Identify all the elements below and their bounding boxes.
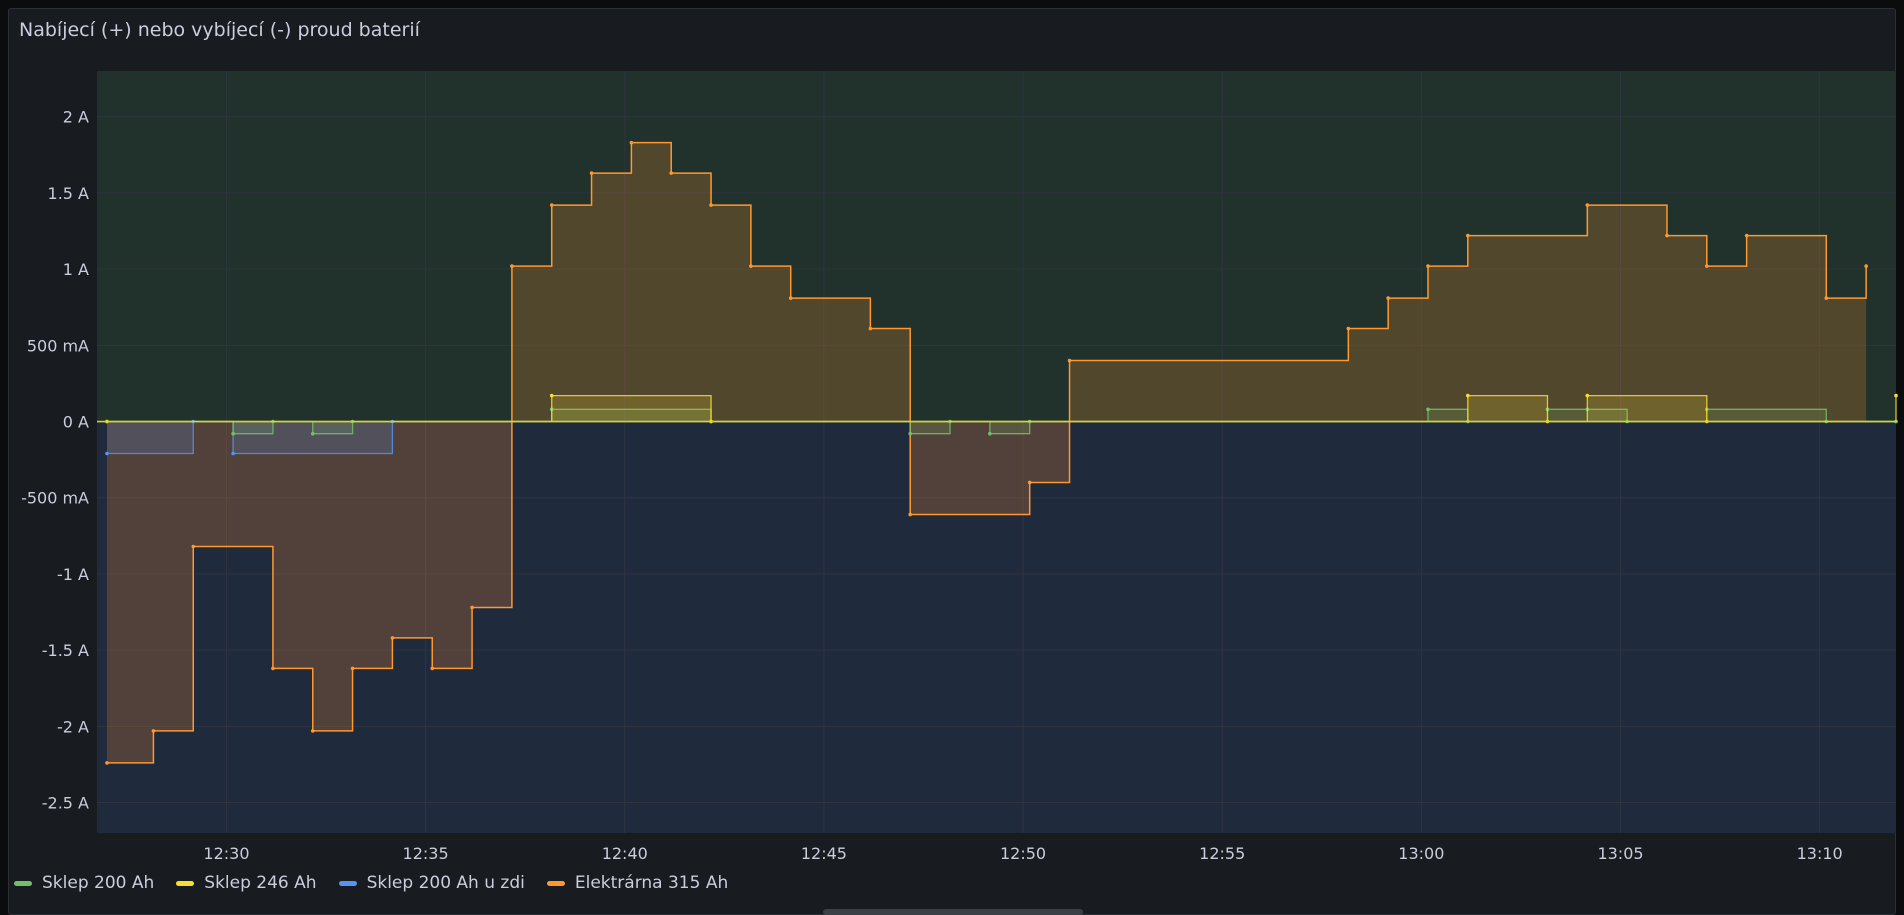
x-tick-label: 12:40 xyxy=(602,844,648,863)
series-3 xyxy=(105,140,1868,765)
plot-background xyxy=(97,71,1896,833)
data-point xyxy=(749,264,753,268)
data-point xyxy=(105,761,109,765)
data-point xyxy=(430,666,435,671)
data-point xyxy=(105,451,109,456)
x-tick-label: 12:30 xyxy=(203,844,249,863)
y-tick-label: 2 A xyxy=(63,108,89,127)
data-point xyxy=(231,451,235,456)
data-point xyxy=(1864,264,1868,268)
legend-item-sklep-246[interactable]: Sklep 246 Ah xyxy=(176,873,317,893)
data-point xyxy=(549,393,554,398)
data-point xyxy=(908,512,913,517)
data-point xyxy=(1824,296,1829,300)
legend-swatch xyxy=(14,880,32,886)
y-tick-label: 0 A xyxy=(63,413,89,432)
y-tick-label: -2 A xyxy=(57,717,89,736)
data-point xyxy=(988,431,992,436)
y-tick-label: -1.5 A xyxy=(42,641,89,660)
data-point xyxy=(589,171,594,175)
x-tick-label: 13:00 xyxy=(1398,844,1444,863)
positive-zone xyxy=(97,71,1896,422)
legend-label: Sklep 246 Ah xyxy=(204,873,317,893)
horizontal-scrollbar[interactable] xyxy=(823,909,1083,915)
x-tick-label: 13:10 xyxy=(1797,844,1843,863)
data-point xyxy=(1665,233,1669,238)
x-tick-label: 12:35 xyxy=(403,844,449,863)
legend-item-sklep-200-u-zdi[interactable]: Sklep 200 Ah u zdi xyxy=(338,873,525,893)
data-point xyxy=(1705,264,1709,268)
series-line xyxy=(106,394,1897,423)
data-point xyxy=(231,431,235,436)
data-point xyxy=(1466,393,1470,398)
data-point xyxy=(549,203,554,207)
negative-zone xyxy=(97,421,1896,833)
y-tick-label: -500 mA xyxy=(21,489,89,508)
data-point xyxy=(390,636,395,640)
data-point xyxy=(1426,264,1430,268)
series-line xyxy=(106,420,1896,455)
legend-label: Sklep 200 Ah xyxy=(42,873,155,893)
data-point xyxy=(908,431,913,436)
x-tick-label: 12:45 xyxy=(801,844,847,863)
series-area xyxy=(106,395,1897,422)
data-point xyxy=(669,171,674,175)
y-tick-label: 500 mA xyxy=(27,336,89,355)
series-area xyxy=(106,142,1867,763)
data-point xyxy=(1067,358,1072,363)
data-point xyxy=(1744,233,1749,238)
x-tick-label: 13:05 xyxy=(1597,844,1643,863)
legend-label: Elektrárna 315 Ah xyxy=(574,873,729,893)
data-point xyxy=(310,729,315,733)
data-point xyxy=(350,666,355,671)
legend: Sklep 200 Ah Sklep 246 Ah Sklep 200 Ah u… xyxy=(14,873,728,893)
panel-title[interactable]: Nabíjecí (+) nebo vybíjecí (-) proud bat… xyxy=(19,19,420,41)
legend-item-elektrarna-315[interactable]: Elektrárna 315 Ah xyxy=(546,873,729,893)
data-point xyxy=(191,544,196,549)
data-point xyxy=(1894,393,1898,398)
data-point xyxy=(1466,233,1470,238)
data-point xyxy=(510,264,514,268)
data-point xyxy=(1346,326,1351,331)
data-point xyxy=(868,326,873,331)
x-tick-label: 12:50 xyxy=(1000,844,1046,863)
series-1 xyxy=(105,393,1898,424)
data-point xyxy=(1027,480,1032,485)
data-point xyxy=(310,431,315,436)
legend-swatch xyxy=(338,880,357,886)
data-point xyxy=(709,203,713,207)
x-tick-label: 12:55 xyxy=(1199,844,1245,863)
data-point xyxy=(629,140,634,145)
series-area xyxy=(106,421,1897,454)
data-point xyxy=(788,296,793,300)
y-tick-label: 1 A xyxy=(63,260,89,279)
y-tick-label: -2.5 A xyxy=(42,794,89,813)
y-tick-label: 1.5 A xyxy=(48,184,90,203)
legend-swatch xyxy=(176,880,195,886)
data-point xyxy=(271,666,275,671)
data-point xyxy=(1585,203,1590,207)
axis-labels: 2 A 1.5 A 1 A 500 mA 0 A -500 mA -1 A -1.5 A -2 … xyxy=(21,108,1843,863)
data-point xyxy=(1426,407,1430,412)
data-point xyxy=(470,605,474,610)
legend-item-sklep-200[interactable]: Sklep 200 Ah xyxy=(14,873,154,893)
data-point xyxy=(151,729,156,733)
legend-label: Sklep 200 Ah u zdi xyxy=(366,873,525,893)
legend-swatch xyxy=(546,880,565,886)
data-point xyxy=(1585,393,1590,398)
data-point xyxy=(1386,296,1390,300)
grid-lines xyxy=(97,71,1896,833)
series-layer xyxy=(97,140,1898,765)
y-tick-label: -1 A xyxy=(57,565,89,584)
